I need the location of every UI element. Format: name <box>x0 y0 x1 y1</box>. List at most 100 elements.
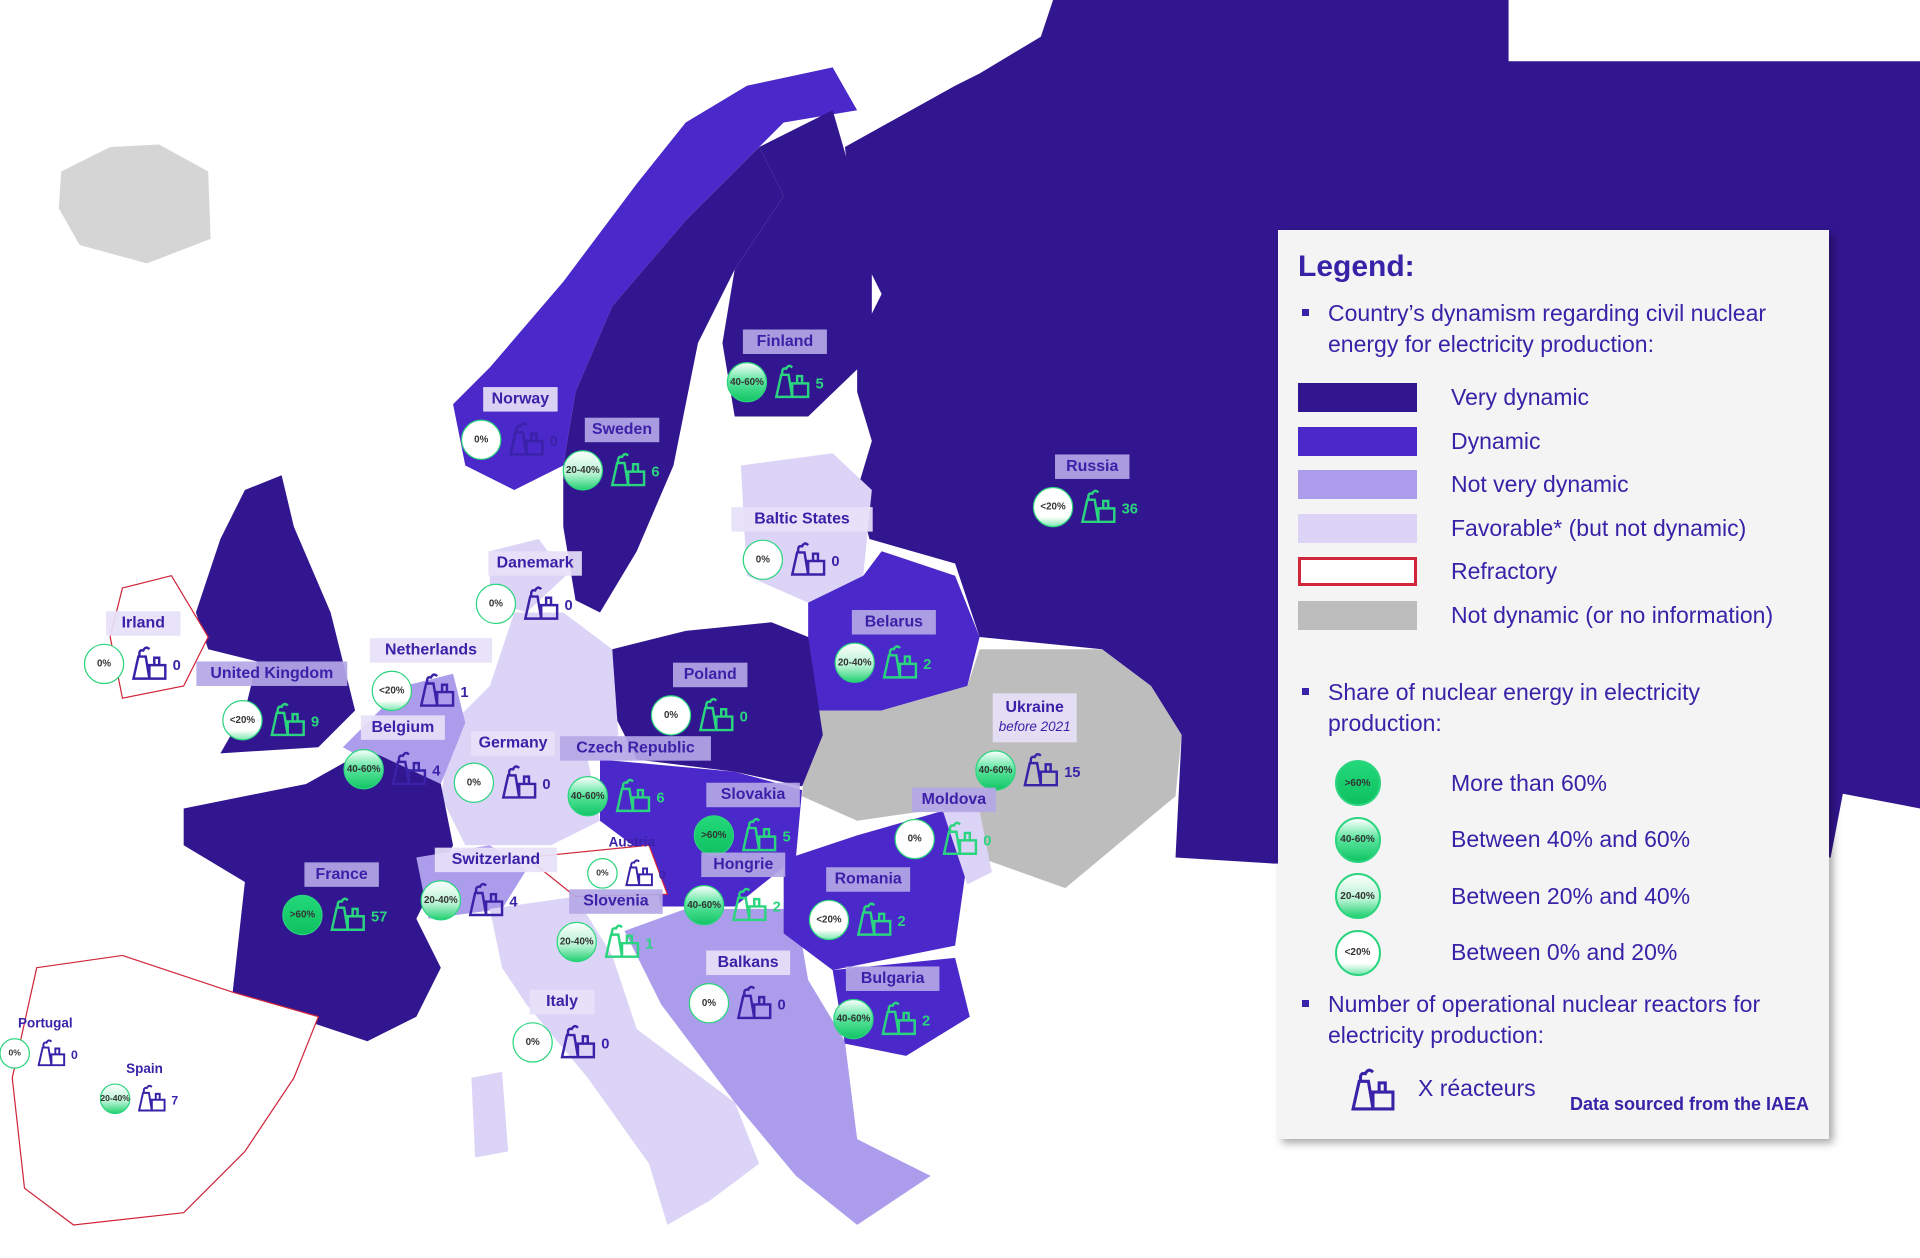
country-label: Slovakia >60% 5 <box>693 782 800 856</box>
share-badge <box>808 899 850 941</box>
share-badge <box>834 642 875 683</box>
swatch <box>1298 557 1417 587</box>
share-badge <box>475 583 517 625</box>
share-badge: 40-60% <box>1334 816 1381 863</box>
country-name: Slovenia <box>583 893 649 910</box>
reactor-icon-shape <box>270 702 305 737</box>
share-label: 0% <box>702 998 716 1009</box>
label-box <box>1055 454 1130 479</box>
reactor-icon-shape <box>330 897 365 931</box>
legend-heading: Country’s dynamism regarding civil nucle… <box>1298 298 1809 360</box>
share-label: <20% <box>1040 502 1066 513</box>
country-name: Finland <box>757 333 814 350</box>
share-badge <box>420 880 462 921</box>
label-box <box>992 693 1077 743</box>
share-badge: 20-40% <box>1334 873 1381 920</box>
label-box <box>706 950 791 976</box>
reactor-icon-shape <box>610 452 646 487</box>
country-name: Belarus <box>865 613 923 630</box>
reactor-icon-shape <box>881 1001 916 1036</box>
reactor-icon <box>560 1024 596 1059</box>
country-name: Balkans <box>718 954 779 971</box>
country-name: Bulgaria <box>861 970 925 987</box>
label-box <box>106 611 181 636</box>
country-label: Romania <20% 2 <box>808 867 911 941</box>
legend-label: More than 60% <box>1451 769 1607 796</box>
share-label: 0% <box>467 777 481 788</box>
legend-label: Refractory <box>1451 558 1558 585</box>
country-name: Romania <box>835 871 902 888</box>
legend-row: Not dynamic (or no information) <box>1298 594 1809 638</box>
legend-row: 40-60% Between 40% and 60% <box>1298 812 1809 869</box>
france <box>183 749 454 1042</box>
reactor-count: 6 <box>656 791 664 807</box>
reactor-icon <box>501 765 537 799</box>
share-badge <box>587 858 618 889</box>
label-box <box>826 867 911 892</box>
country-name: France <box>316 866 368 883</box>
share-badge <box>688 983 730 1024</box>
country-label: Ukraine before 2021 40-60% 15 <box>975 693 1080 791</box>
share-label: 40-60% <box>347 764 381 775</box>
reactor-count: 4 <box>432 764 441 780</box>
reactor-icon-shape <box>625 859 653 887</box>
reactor-icon-shape <box>698 697 734 732</box>
country-label: Moldova 0% 0 <box>894 787 996 860</box>
country-labels: Irland 0% 0 United Kingdom <20% 9 Netherlands <… <box>0 329 1138 1115</box>
reactor-count: 2 <box>898 914 906 930</box>
share-badge: <20% <box>1334 929 1381 976</box>
country-label: United Kingdom <20% 9 <box>196 661 348 741</box>
label-box <box>911 787 996 813</box>
reactor-count: 2 <box>773 900 781 916</box>
label-box <box>360 715 445 740</box>
reactor-icon <box>419 673 455 707</box>
reactor-icon <box>856 902 892 936</box>
reactor-icon <box>523 586 559 620</box>
reactor-count: 2 <box>923 657 931 673</box>
country-name: Russia <box>1066 458 1118 475</box>
legend-row: Refractory <box>1298 550 1809 594</box>
reactor-icon-shape <box>790 542 826 576</box>
label-box <box>196 661 348 686</box>
country-label: Slovenia 20-40% 1 <box>556 889 663 963</box>
reactor-icon-shape <box>774 364 810 399</box>
reactor-count: 1 <box>460 685 468 701</box>
country-label: Irland 0% 0 <box>83 611 181 685</box>
country-name: United Kingdom <box>210 665 333 682</box>
country-label: Switzerland 20-40% 4 <box>420 847 558 921</box>
badge-wrap: <20% <box>1298 929 1417 976</box>
legend-row: Dynamic <box>1298 420 1809 464</box>
country-name: Baltic States <box>754 511 850 528</box>
share-label: 0% <box>474 434 488 445</box>
reactor-icon <box>942 821 978 855</box>
reactor-count: 15 <box>1064 765 1080 781</box>
share-label: <20% <box>379 685 405 696</box>
country-name: Switzerland <box>452 851 540 868</box>
country-label: France >60% 57 <box>282 862 387 936</box>
country-label: Baltic States 0% 0 <box>731 507 873 581</box>
share-badge <box>83 643 125 685</box>
swatch <box>1298 470 1417 500</box>
share-badge: >60% <box>1334 760 1381 807</box>
reactor-count: 6 <box>651 465 659 481</box>
reactor-icon <box>137 1084 166 1112</box>
reactor-icon-shape <box>501 765 537 799</box>
reactor-icon <box>1080 489 1116 524</box>
share-badge <box>683 885 725 926</box>
share-label: 40-60% <box>687 900 721 911</box>
country-label: Bulgaria 40-60% 2 <box>833 966 940 1040</box>
source: Data sourced from the IAEA <box>1569 1094 1809 1114</box>
legend-row: <20% Between 0% and 20% <box>1298 925 1809 982</box>
label-box <box>483 387 558 412</box>
italy <box>489 896 760 1225</box>
country-name: Austria <box>609 834 656 849</box>
label-box <box>434 847 558 873</box>
country-label: Danemark 0% 0 <box>475 551 582 625</box>
legend-label: Between 0% and 20% <box>1451 939 1678 966</box>
reactor-icon <box>731 887 767 922</box>
label-box <box>304 862 379 887</box>
reactor-icon-shape <box>942 821 978 855</box>
share-badge <box>512 1022 553 1063</box>
reactor-icon <box>604 924 640 958</box>
share-list: >60% More than 60% 40-60% Between 40% and 6… <box>1298 755 1809 981</box>
